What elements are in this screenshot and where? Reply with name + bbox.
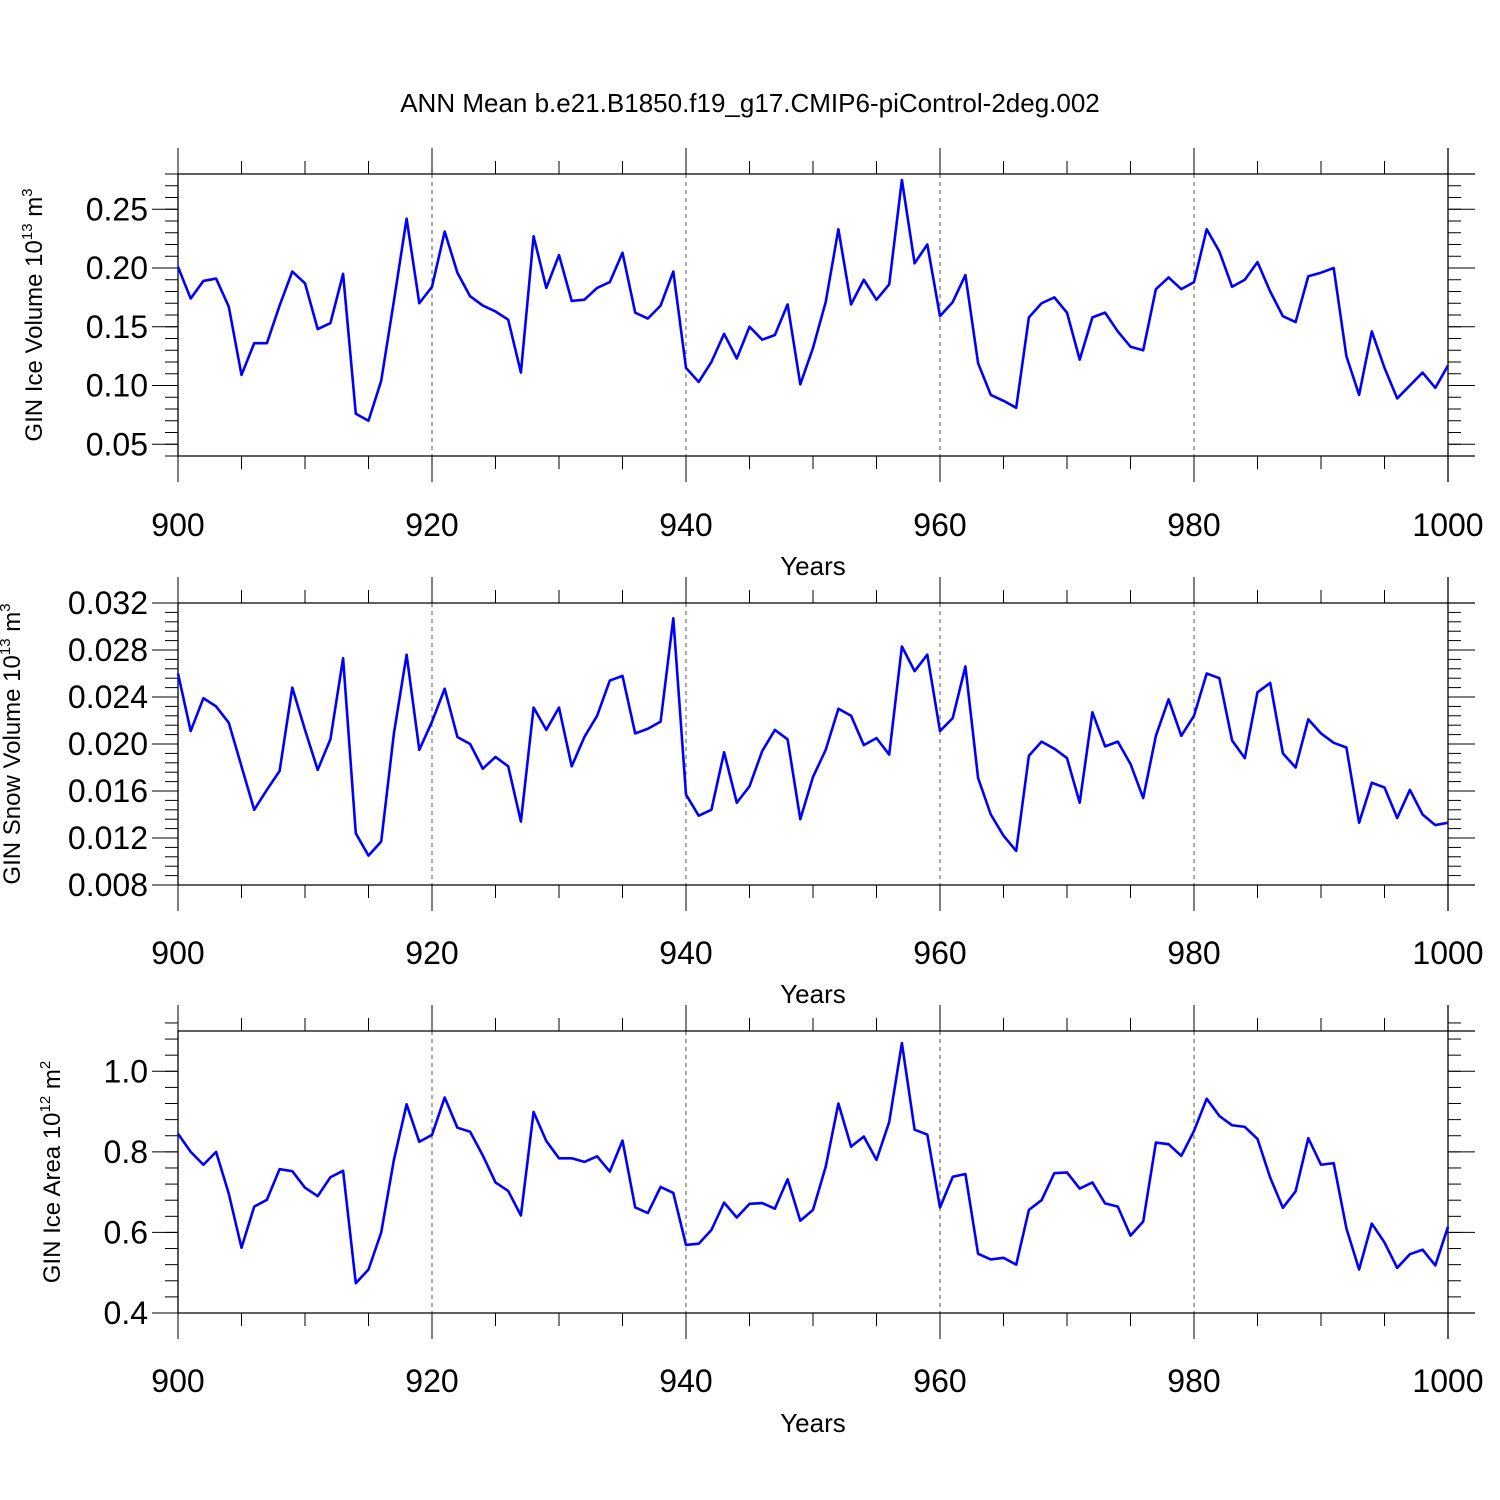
x-tick-label: 900 (151, 507, 204, 543)
figure-title: ANN Mean b.e21.B1850.f19_g17.CMIP6-piCon… (400, 88, 1100, 118)
y-tick-label: 0.028 (68, 632, 148, 668)
panel-ice-volume: 0.05 0.10 0.15 0.20 0.25 900 920 940 960 980 1000 Y… (19, 148, 1484, 581)
y-tick-label: 0.008 (68, 867, 148, 903)
y-tick-label: 0.016 (68, 773, 148, 809)
series-line-snow-volume (176, 616, 1449, 857)
x-axis-label: Years (780, 1408, 846, 1438)
y-tick-label: 0.8 (104, 1134, 148, 1170)
y-tick-label: 0.10 (86, 368, 148, 404)
x-tick-label: 960 (913, 507, 966, 543)
y-tick-label: 0.15 (86, 309, 148, 345)
y-axis-label: GIN Ice Area 1012 m2 (37, 1061, 66, 1283)
x-tick-label: 920 (405, 935, 458, 971)
x-tick-label: 1000 (1412, 935, 1483, 971)
x-tick-label: 920 (405, 507, 458, 543)
x-tick-label: 960 (913, 1363, 966, 1399)
x-tick-label: 980 (1167, 935, 1220, 971)
panels: 0.05 0.10 0.15 0.20 0.25 900 920 940 960 980 1000 Y… (0, 148, 1484, 1438)
y-tick-label: 0.6 (104, 1214, 148, 1250)
y-tick-label: 0.25 (86, 191, 148, 227)
x-tick-label: 980 (1167, 507, 1220, 543)
y-tick-label: 0.05 (86, 426, 148, 462)
y-axis-label: GIN Ice Volume 1013 m3 (19, 188, 48, 441)
panel-ice-area: 0.4 0.6 0.8 1.0 900 920 940 960 980 1000 Years GIN … (37, 1005, 1484, 1438)
x-tick-label: 980 (1167, 1363, 1220, 1399)
y-tick-label: 0.024 (68, 679, 148, 715)
x-axis-label: Years (780, 979, 846, 1009)
y-axis-label: GIN Snow Volume 1013 m3 (0, 603, 26, 884)
series-line-ice-volume (176, 178, 1450, 423)
x-tick-label: 940 (659, 1363, 712, 1399)
series-line-ice-area (176, 1041, 1450, 1285)
y-tick-label: 0.20 (86, 250, 148, 286)
x-tick-label: 920 (405, 1363, 458, 1399)
x-tick-label: 900 (151, 1363, 204, 1399)
y-tick-label: 0.020 (68, 726, 148, 762)
x-tick-label: 960 (913, 935, 966, 971)
x-tick-label: 900 (151, 935, 204, 971)
panel-snow-volume: 0.008 0.012 0.016 0.020 0.024 0.028 0.032 900 92… (0, 577, 1484, 1009)
y-tick-label: 0.012 (68, 820, 148, 856)
y-tick-label: 0.4 (104, 1295, 148, 1331)
x-tick-label: 940 (659, 507, 712, 543)
y-tick-label: 0.032 (68, 585, 148, 621)
x-tick-label: 1000 (1412, 507, 1483, 543)
x-tick-label: 940 (659, 935, 712, 971)
x-axis-label: Years (780, 551, 846, 581)
y-tick-label: 1.0 (104, 1053, 148, 1089)
x-tick-label: 1000 (1412, 1363, 1483, 1399)
